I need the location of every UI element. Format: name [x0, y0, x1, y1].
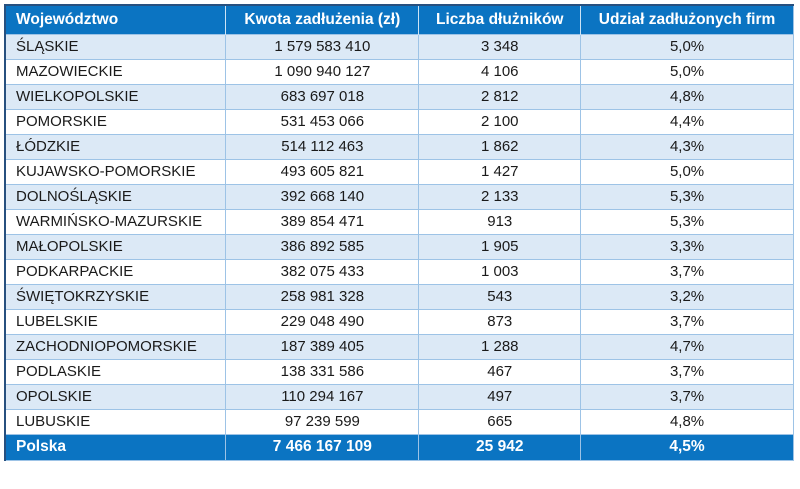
- col-header-voivodeship: Województwo: [5, 5, 226, 34]
- total-label: Polska: [4, 433, 227, 461]
- cell-voivodeship: PODKARPACKIE: [4, 258, 227, 285]
- cell-debt: 531 453 066: [225, 108, 420, 135]
- cell-debt: 386 892 585: [225, 233, 420, 260]
- cell-debtors: 2 812: [418, 83, 582, 110]
- cell-share: 5,3%: [580, 183, 794, 210]
- cell-voivodeship: WARMIŃSKO-MAZURSKIE: [4, 208, 227, 235]
- header-row: Województwo Kwota zadłużenia (zł) Liczba…: [5, 5, 794, 34]
- total-debtors: 25 942: [418, 433, 582, 461]
- cell-share: 5,0%: [580, 58, 794, 85]
- cell-debtors: 1 427: [418, 158, 582, 185]
- cell-debt: 138 331 586: [225, 358, 420, 385]
- cell-share: 4,8%: [580, 83, 794, 110]
- cell-voivodeship: ZACHODNIOPOMORSKIE: [4, 333, 227, 360]
- cell-debtors: 2 100: [418, 108, 582, 135]
- cell-debtors: 497: [418, 383, 582, 410]
- table-row: KUJAWSKO-POMORSKIE 493 605 821 1 427 5,0%: [4, 158, 794, 185]
- cell-share: 5,0%: [580, 33, 794, 60]
- cell-debt: 1 579 583 410: [225, 33, 420, 60]
- cell-share: 4,3%: [580, 133, 794, 160]
- cell-voivodeship: POMORSKIE: [4, 108, 227, 135]
- cell-debtors: 2 133: [418, 183, 582, 210]
- cell-share: 3,7%: [580, 308, 794, 335]
- cell-voivodeship: WIELKOPOLSKIE: [4, 83, 227, 110]
- cell-debt: 110 294 167: [225, 383, 420, 410]
- cell-debt: 1 090 940 127: [225, 58, 420, 85]
- total-share: 4,5%: [580, 433, 794, 461]
- table-row: WIELKOPOLSKIE 683 697 018 2 812 4,8%: [4, 83, 794, 110]
- cell-voivodeship: MAZOWIECKIE: [4, 58, 227, 85]
- cell-debtors: 1 288: [418, 333, 582, 360]
- col-header-debt-share: Udział zadłużonych firm: [580, 5, 794, 34]
- total-debt: 7 466 167 109: [225, 433, 420, 461]
- cell-voivodeship: LUBUSKIE: [4, 408, 227, 435]
- cell-debt: 514 112 463: [225, 133, 420, 160]
- cell-share: 4,4%: [580, 108, 794, 135]
- table-row: LUBELSKIE 229 048 490 873 3,7%: [4, 308, 794, 335]
- col-header-debt-amount: Kwota zadłużenia (zł): [225, 5, 419, 34]
- table-row: ZACHODNIOPOMORSKIE 187 389 405 1 288 4,7%: [4, 333, 794, 360]
- cell-voivodeship: PODLASKIE: [4, 358, 227, 385]
- cell-debt: 683 697 018: [225, 83, 420, 110]
- table-row: MAŁOPOLSKIE 386 892 585 1 905 3,3%: [4, 233, 794, 260]
- debt-table: Województwo Kwota zadłużenia (zł) Liczba…: [4, 4, 794, 461]
- cell-debt: 97 239 599: [225, 408, 420, 435]
- table-wrapper: Województwo Kwota zadłużenia (zł) Liczba…: [4, 4, 794, 461]
- table-row: PODLASKIE 138 331 586 467 3,7%: [4, 358, 794, 385]
- cell-debtors: 467: [418, 358, 582, 385]
- cell-share: 3,7%: [580, 358, 794, 385]
- cell-voivodeship: ŚLĄSKIE: [4, 33, 227, 60]
- col-header-debtors-count: Liczba dłużników: [418, 5, 581, 34]
- cell-share: 4,7%: [580, 333, 794, 360]
- cell-share: 5,0%: [580, 158, 794, 185]
- cell-voivodeship: OPOLSKIE: [4, 383, 227, 410]
- cell-voivodeship: LUBELSKIE: [4, 308, 227, 335]
- cell-debtors: 543: [418, 283, 582, 310]
- cell-debtors: 4 106: [418, 58, 582, 85]
- cell-voivodeship: MAŁOPOLSKIE: [4, 233, 227, 260]
- cell-share: 3,2%: [580, 283, 794, 310]
- cell-debt: 187 389 405: [225, 333, 420, 360]
- table-row: MAZOWIECKIE 1 090 940 127 4 106 5,0%: [4, 58, 794, 85]
- cell-voivodeship: ŚWIĘTOKRZYSKIE: [4, 283, 227, 310]
- table-row: WARMIŃSKO-MAZURSKIE 389 854 471 913 5,3%: [4, 208, 794, 235]
- table-row: POMORSKIE 531 453 066 2 100 4,4%: [4, 108, 794, 135]
- cell-voivodeship: ŁÓDZKIE: [4, 133, 227, 160]
- table-row: PODKARPACKIE 382 075 433 1 003 3,7%: [4, 258, 794, 285]
- table-row: OPOLSKIE 110 294 167 497 3,7%: [4, 383, 794, 410]
- cell-debt: 392 668 140: [225, 183, 420, 210]
- total-row: Polska 7 466 167 109 25 942 4,5%: [4, 433, 794, 461]
- cell-debt: 493 605 821: [225, 158, 420, 185]
- cell-debtors: 1 862: [418, 133, 582, 160]
- table-row: ŁÓDZKIE 514 112 463 1 862 4,3%: [4, 133, 794, 160]
- table-row: DOLNOŚLĄSKIE 392 668 140 2 133 5,3%: [4, 183, 794, 210]
- cell-share: 5,3%: [580, 208, 794, 235]
- cell-voivodeship: DOLNOŚLĄSKIE: [4, 183, 227, 210]
- table-body: ŚLĄSKIE 1 579 583 410 3 348 5,0% MAZOWIECKIE…: [4, 33, 794, 435]
- cell-debt: 382 075 433: [225, 258, 420, 285]
- cell-debtors: 913: [418, 208, 582, 235]
- table-row: LUBUSKIE 97 239 599 665 4,8%: [4, 408, 794, 435]
- cell-debt: 229 048 490: [225, 308, 420, 335]
- cell-share: 4,8%: [580, 408, 794, 435]
- cell-share: 3,3%: [580, 233, 794, 260]
- cell-debtors: 1 905: [418, 233, 582, 260]
- cell-share: 3,7%: [580, 383, 794, 410]
- cell-voivodeship: KUJAWSKO-POMORSKIE: [4, 158, 227, 185]
- cell-debt: 389 854 471: [225, 208, 420, 235]
- cell-debtors: 873: [418, 308, 582, 335]
- cell-debtors: 665: [418, 408, 582, 435]
- cell-debt: 258 981 328: [225, 283, 420, 310]
- table-row: ŚLĄSKIE 1 579 583 410 3 348 5,0%: [4, 33, 794, 60]
- cell-debtors: 1 003: [418, 258, 582, 285]
- cell-share: 3,7%: [580, 258, 794, 285]
- cell-debtors: 3 348: [418, 33, 582, 60]
- table-row: ŚWIĘTOKRZYSKIE 258 981 328 543 3,2%: [4, 283, 794, 310]
